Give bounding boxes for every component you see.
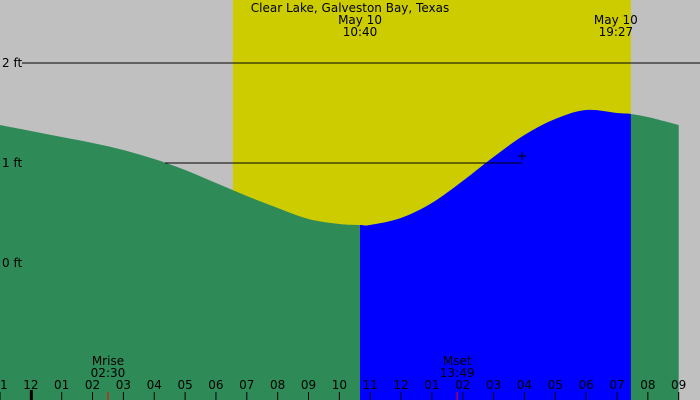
- x-tick-label-7: 06: [208, 378, 223, 392]
- moonrise-time: 02:30: [91, 366, 126, 380]
- chart-title: Clear Lake, Galveston Bay, Texas: [251, 1, 449, 15]
- x-tick-label-18: 05: [548, 378, 563, 392]
- x-axis: 11 12 01 02 03 04 05 06 07 08 09 10 11 12 01 02 03 04 05 06…: [0, 378, 686, 400]
- x-tick-label-10: 09: [301, 378, 316, 392]
- x-tick-label-12: 11: [363, 378, 378, 392]
- x-tick-label-16: 03: [486, 378, 501, 392]
- moonrise-label: Mrise: [92, 354, 124, 368]
- x-tick-label-15: 02: [455, 378, 470, 392]
- x-tick-label-22: 09: [671, 378, 686, 392]
- current-marker-layer: [518, 152, 526, 160]
- chart-header: Clear Lake, Galveston Bay, Texas May 10 …: [251, 1, 638, 39]
- x-tick-label-5: 04: [147, 378, 162, 392]
- x-tick-label-11: 10: [332, 378, 347, 392]
- moonset-label: Mset: [443, 354, 472, 368]
- x-tick-label-6: 05: [177, 378, 192, 392]
- current-date-label: May 10: [338, 13, 382, 27]
- sunset-date-label: May 10: [594, 13, 638, 27]
- x-tick-label-19: 06: [579, 378, 594, 392]
- y-tick-label-2: 2 ft: [2, 56, 22, 70]
- x-tick-label-17: 04: [517, 378, 532, 392]
- midnight-tick: [29, 390, 33, 400]
- x-tick-label-14: 01: [424, 378, 439, 392]
- x-tick-label-3: 02: [85, 378, 100, 392]
- tide-area-rising: [360, 109, 631, 400]
- tide-layer: [0, 109, 679, 400]
- x-tick-label-4: 03: [116, 378, 131, 392]
- moonset-time: 13:49: [440, 366, 475, 380]
- x-tick-label-9: 08: [270, 378, 285, 392]
- x-tick-label-13: 12: [393, 378, 408, 392]
- y-tick-label-1: 1 ft: [2, 156, 22, 170]
- sunset-time-label: 19:27: [599, 25, 634, 39]
- x-tick-label-21: 08: [640, 378, 655, 392]
- x-tick-label-1: 12: [23, 378, 38, 392]
- x-tick-label-20: 07: [609, 378, 624, 392]
- current-time-label: 10:40: [343, 25, 378, 39]
- y-tick-label-0: 0 ft: [2, 256, 22, 270]
- x-tick-label-0: 11: [0, 378, 8, 392]
- y-axis-labels: 0 ft 1 ft 2 ft: [2, 56, 22, 270]
- x-tick-label-2: 01: [54, 378, 69, 392]
- x-tick-label-8: 07: [239, 378, 254, 392]
